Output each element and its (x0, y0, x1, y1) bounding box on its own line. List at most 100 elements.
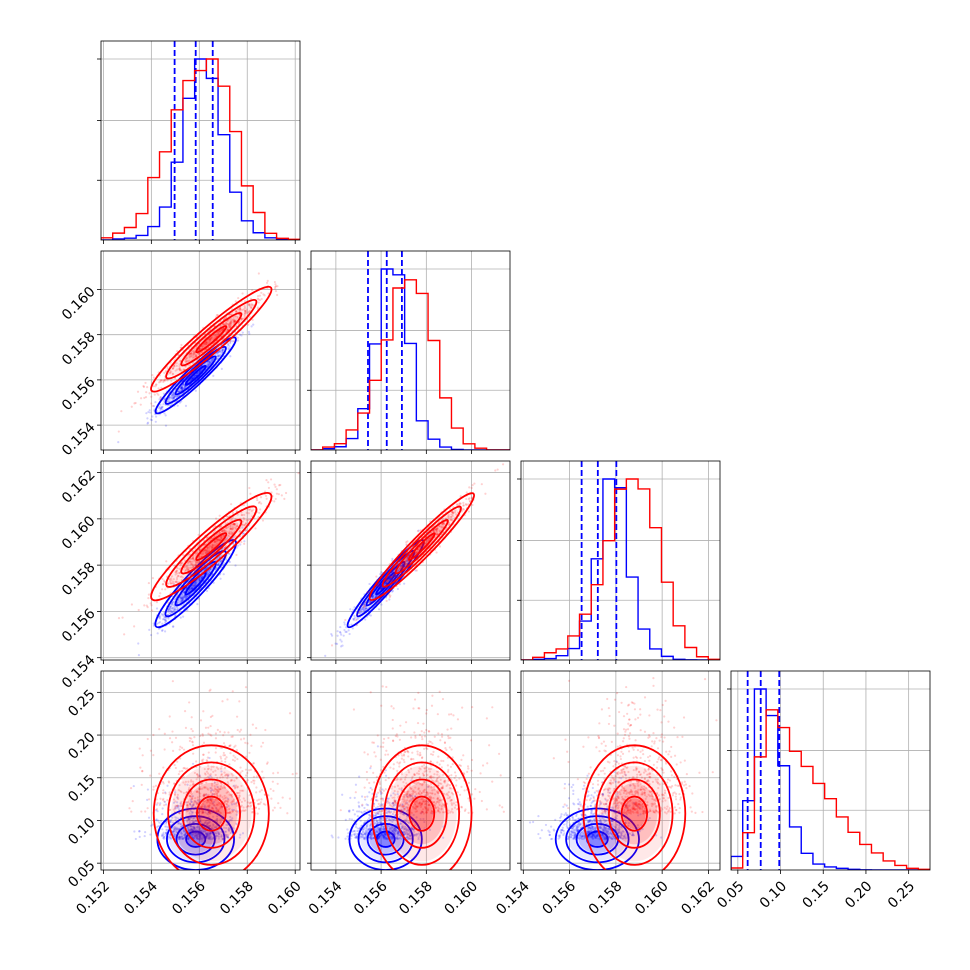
scatter-point (190, 587, 193, 590)
scatter-point (171, 396, 175, 400)
scatter-point (180, 387, 183, 390)
scatter-point (195, 837, 199, 840)
density-red (169, 509, 254, 585)
scatter-point (220, 536, 223, 540)
scatter-point (171, 394, 174, 397)
scatter-point (172, 833, 175, 836)
scatter-point (182, 595, 185, 598)
scatter-point (389, 594, 392, 597)
scatter-point (465, 491, 468, 494)
scatter-point (226, 328, 229, 331)
scatter-point (248, 508, 251, 511)
scatter-point (360, 607, 364, 610)
scatter-point (158, 405, 161, 408)
scatter-point (192, 564, 195, 567)
scatter-point (221, 348, 224, 352)
scatter-point (339, 625, 342, 629)
scatter-point (231, 319, 234, 322)
scatter-point (136, 390, 140, 393)
scatter-point (171, 821, 175, 824)
scatter-point (175, 580, 178, 583)
scatter-point (389, 575, 392, 578)
scatter-point (177, 817, 180, 820)
density-level (398, 522, 446, 571)
scatter-point (157, 825, 160, 828)
scatter-point (155, 818, 158, 821)
scatter-point (182, 368, 185, 371)
scatter-point (399, 565, 402, 569)
scatter-point (179, 836, 182, 839)
scatter-point (248, 315, 251, 318)
scatter-point (216, 557, 219, 560)
scatter-point (215, 832, 218, 835)
panel-background (101, 461, 300, 660)
scatter-point (217, 351, 220, 354)
scatter-point (175, 578, 179, 581)
scatter-point (164, 832, 168, 835)
density-level (358, 553, 413, 615)
scatter-point (209, 789, 213, 792)
scatter-point (386, 578, 390, 582)
scatter-point (225, 322, 228, 326)
scatter-point (362, 605, 365, 609)
scatter-point (211, 547, 214, 550)
scatter-point (165, 831, 168, 834)
scatter-point (432, 530, 435, 533)
scatter-point (217, 831, 220, 834)
scatter-point (363, 609, 366, 612)
scatter-point (185, 356, 188, 359)
scatter-point (224, 529, 227, 532)
scatter-point (193, 583, 196, 587)
scatter-point (171, 610, 175, 613)
scatter-point (192, 353, 195, 356)
scatter-point (180, 385, 183, 388)
scatter-point (174, 573, 177, 576)
scatter-point (336, 630, 339, 633)
scatter-point (159, 396, 162, 399)
scatter-point (204, 341, 207, 344)
density-level (377, 573, 395, 594)
scatter-point (165, 825, 168, 828)
scatter-point (215, 817, 219, 821)
scatter-point (204, 806, 207, 809)
scatter-point (336, 634, 339, 637)
scatter-point (190, 355, 193, 358)
scatter-point (182, 383, 185, 386)
scatter-point (235, 553, 238, 557)
scatter-point (191, 556, 195, 560)
scatter-point (230, 320, 233, 323)
scatter-point (222, 534, 225, 537)
scatter-point (258, 299, 262, 302)
scatter-point (436, 526, 439, 530)
scatter-point (178, 586, 181, 590)
scatter-point (190, 827, 193, 830)
scatter-point (205, 823, 209, 826)
scatter-point (227, 836, 230, 839)
scatter-point (359, 611, 362, 614)
scatter-point (385, 579, 388, 582)
scatter-point (222, 518, 225, 521)
scatter-point (220, 329, 224, 332)
scatter-point (397, 567, 401, 570)
scatter-point (167, 837, 170, 840)
scatter-point (233, 319, 236, 323)
scatter-point (150, 604, 153, 607)
scatter-point (423, 542, 426, 545)
scatter-point (350, 623, 353, 626)
scatter-point (163, 800, 167, 804)
scatter-point (165, 616, 168, 620)
scatter-point (220, 805, 224, 808)
scatter-point (351, 627, 354, 630)
scatter-point (241, 308, 244, 312)
scatter-point (247, 323, 250, 326)
scatter-point (242, 532, 245, 535)
y-tick-label: 0.158 (59, 559, 99, 599)
scatter-point (191, 560, 194, 563)
scatter-point (178, 835, 181, 838)
scatter-point (170, 397, 174, 400)
scatter-point (175, 361, 178, 365)
scatter-point (219, 560, 222, 563)
scatter-point (173, 365, 176, 368)
scatter-point (428, 537, 432, 540)
y-tick-label: 0.156 (59, 606, 99, 646)
